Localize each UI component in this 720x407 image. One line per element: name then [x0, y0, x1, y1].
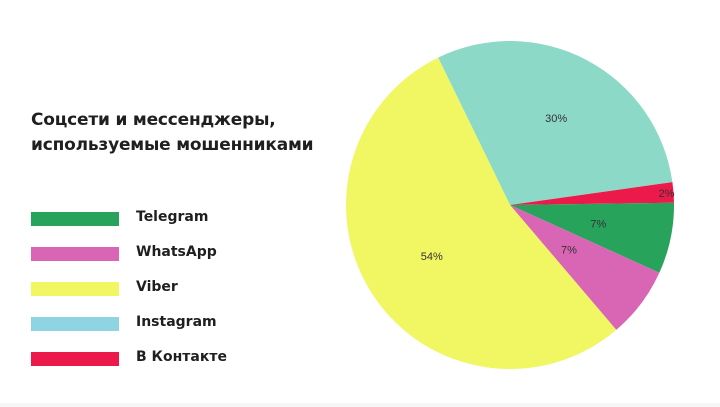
pie-label: 2% — [659, 188, 675, 200]
pie-label: 54% — [421, 251, 443, 263]
legend-label: WhatsApp — [136, 244, 217, 260]
pie-slice-instagram — [438, 41, 673, 206]
legend-label: Instagram — [136, 314, 217, 330]
pie-slice-в-контакте — [510, 182, 674, 205]
legend-swatch-vkontakte — [31, 352, 119, 366]
pie-label: 7% — [590, 218, 606, 230]
legend-label: Telegram — [136, 209, 209, 225]
pie-svg: 30% 2% 7% 7% 54% — [345, 41, 675, 370]
legend-label: Viber — [136, 279, 178, 295]
pie-slice-viber — [345, 57, 617, 370]
pie-slice-telegram — [510, 202, 674, 273]
chart-title: Соцсети и мессенджеры, используемые моше… — [31, 110, 314, 155]
legend-label: В Контакте — [136, 349, 227, 365]
legend-swatch-instagram — [31, 317, 119, 331]
legend-swatch-whatsapp — [31, 247, 119, 261]
pie-label: 30% — [545, 113, 567, 125]
pie-label: 7% — [561, 244, 577, 256]
bottom-divider — [0, 403, 720, 407]
legend-swatch-telegram — [31, 212, 119, 226]
pie-chart: 30% 2% 7% 7% 54% — [340, 35, 680, 375]
pie-slice-whatsapp — [510, 205, 660, 330]
legend-swatch-viber — [31, 282, 119, 296]
